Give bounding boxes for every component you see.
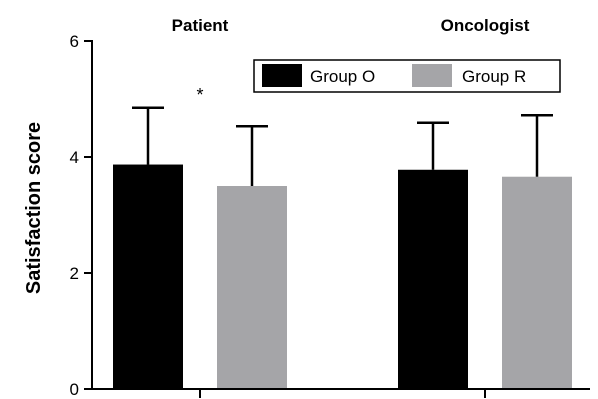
group-label-patient: Patient [172,16,229,35]
legend-swatch-group-r [412,64,452,87]
bars [113,164,572,389]
y-tick-label: 4 [70,148,79,167]
bar-group-o-patient [113,164,183,389]
bar-group-r-oncologist [502,176,572,389]
group-label-oncologist: Oncologist [441,16,530,35]
legend-swatch-group-o [262,64,302,87]
legend: Group O Group R [253,59,561,93]
bar-group-o-oncologist [398,169,468,389]
legend-box [253,59,561,93]
group-labels: Patient Oncologist [172,16,530,35]
bar-group-r-patient [217,186,287,389]
annotations: * [196,85,203,105]
legend-label-group-r: Group R [462,67,526,86]
y-tick-label: 0 [70,380,79,399]
y-tick-label: 2 [70,264,79,283]
error-bars [132,106,553,186]
legend-label-group-o: Group O [310,67,375,86]
significance-marker: * [196,85,203,105]
y-axis-ticks: 0 2 4 6 [70,32,92,399]
y-axis-label: Satisfaction score [23,122,45,294]
y-tick-label: 6 [70,32,79,51]
x-axis [199,389,486,398]
